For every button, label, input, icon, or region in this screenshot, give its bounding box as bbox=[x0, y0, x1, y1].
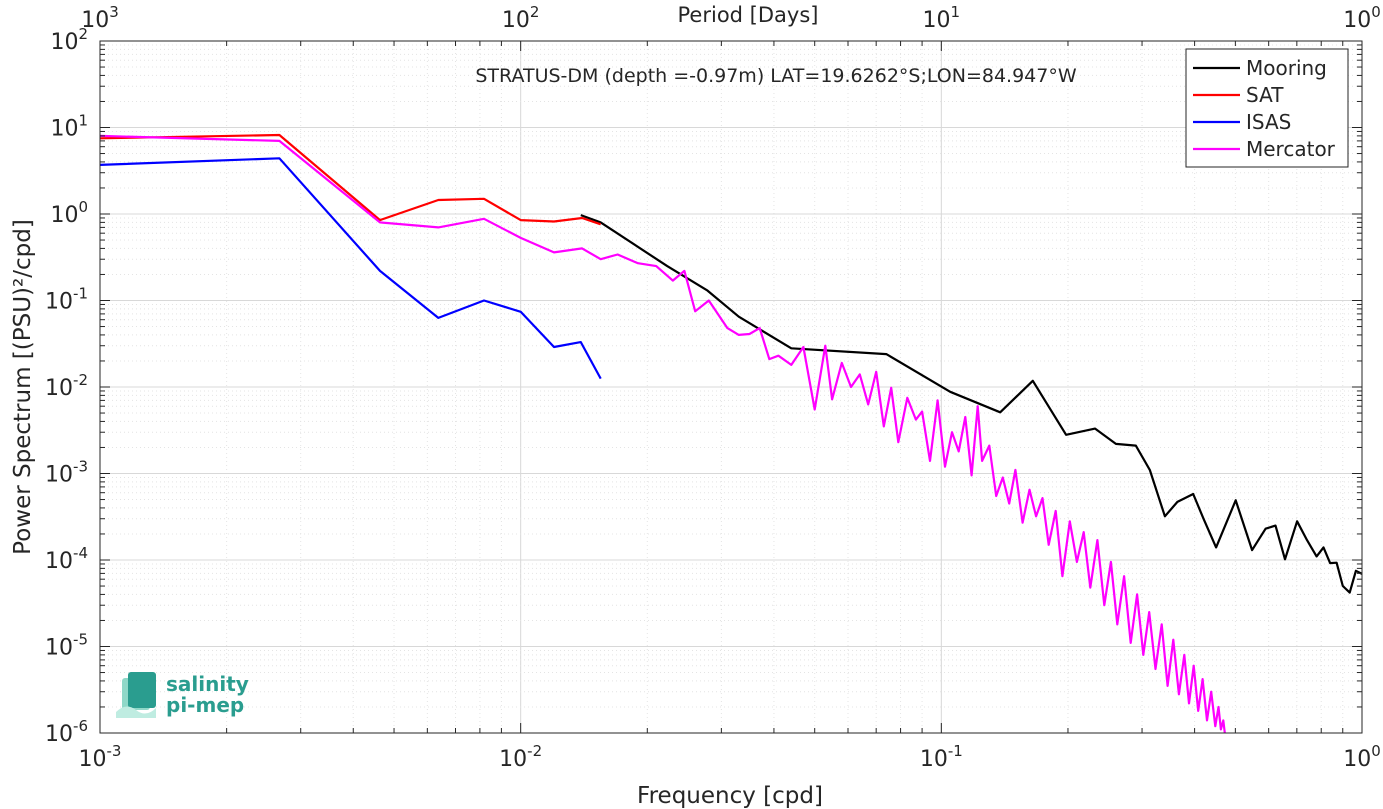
x-tick-label: 10-2 bbox=[499, 742, 542, 772]
top-axis-label: Period [Days] bbox=[678, 3, 819, 27]
salinity-pi-mep-logo: salinity pi-mep bbox=[116, 672, 249, 722]
y-tick-labels: 102 101 100 10-1 10-2 10-3 10-4 10-5 10-6 bbox=[45, 25, 88, 747]
y-tick-label: 10-1 bbox=[45, 285, 88, 315]
chart-title: STRATUS-DM (depth =-0.97m) LAT=19.6262°S… bbox=[475, 65, 1076, 87]
grid bbox=[99, 41, 1362, 734]
legend-label-mercator: Mercator bbox=[1246, 137, 1336, 161]
y-tick-label: 10-5 bbox=[45, 631, 88, 661]
legend: Mooring SAT ISAS Mercator bbox=[1185, 48, 1349, 168]
top-tick-label: 103 bbox=[81, 3, 119, 33]
x-tick-label: 10-3 bbox=[79, 742, 122, 772]
series-line-mooring bbox=[580, 214, 1363, 594]
y-tick-label: 100 bbox=[50, 198, 88, 228]
x-tick-labels: 10-3 10-2 10-1 100 bbox=[79, 742, 1381, 772]
logo-line-1: salinity bbox=[166, 672, 249, 696]
y-tick-label: 101 bbox=[50, 112, 88, 142]
y-tick-label: 10-4 bbox=[45, 544, 88, 574]
logo-mark-icon bbox=[116, 672, 156, 718]
legend-label-mooring: Mooring bbox=[1246, 56, 1327, 80]
logo-line-2: pi-mep bbox=[166, 693, 245, 717]
top-tick-label: 100 bbox=[1343, 3, 1381, 33]
y-axis-label: Power Spectrum [(PSU)²/cpd] bbox=[10, 219, 36, 555]
top-tick-labels: 103 102 101 100 bbox=[81, 3, 1381, 33]
top-tick-label: 101 bbox=[923, 3, 961, 33]
series-line-sat bbox=[99, 133, 602, 226]
x-tick-label: 100 bbox=[1343, 742, 1381, 772]
series-line-isas bbox=[99, 157, 602, 380]
ticks bbox=[99, 40, 1363, 734]
y-tick-label: 10-3 bbox=[45, 458, 88, 488]
y-tick-label: 102 bbox=[50, 25, 88, 55]
x-axis-label: Frequency [cpd] bbox=[637, 783, 823, 809]
top-tick-label: 102 bbox=[502, 3, 540, 33]
legend-label-sat: SAT bbox=[1246, 83, 1284, 107]
logo-text: salinity pi-mep bbox=[166, 674, 249, 716]
x-tick-label: 10-1 bbox=[920, 742, 963, 772]
series-line-mercator bbox=[99, 134, 1226, 734]
y-tick-label: 10-2 bbox=[45, 371, 88, 401]
legend-label-isas: ISAS bbox=[1246, 110, 1291, 134]
series-layer bbox=[99, 133, 1363, 734]
y-tick-label: 10-6 bbox=[45, 717, 88, 747]
